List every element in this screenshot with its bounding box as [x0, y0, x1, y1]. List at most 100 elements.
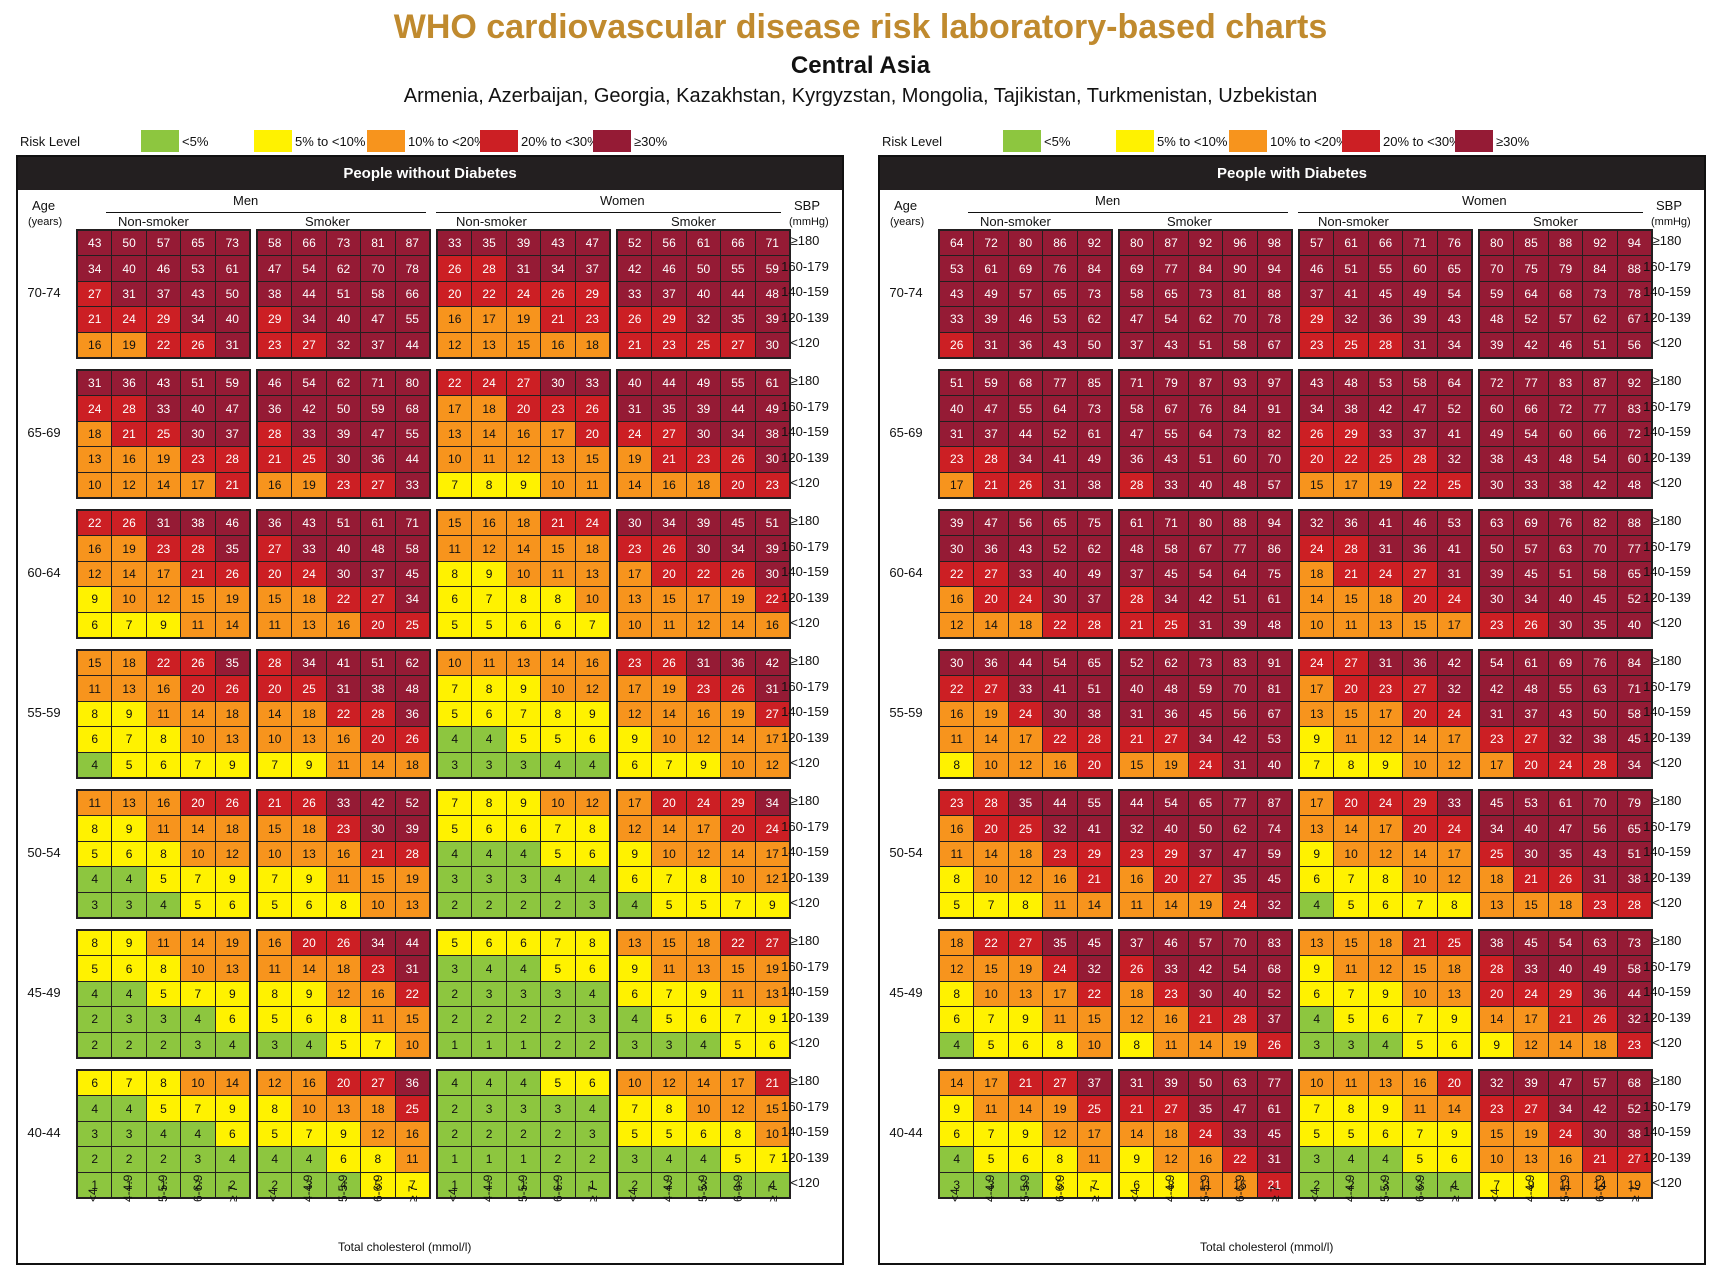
risk-cell: 48	[1120, 536, 1154, 561]
risk-cell: 44	[395, 447, 429, 472]
risk-cell: 15	[755, 1096, 789, 1121]
risk-cell: 44	[395, 332, 429, 357]
risk-cell: 80	[1120, 231, 1154, 256]
risk-cell: 71	[1403, 231, 1437, 256]
risk-cell: 21	[1077, 867, 1111, 892]
risk-cell: 4	[506, 1071, 541, 1096]
risk-cell: 16	[940, 816, 974, 841]
risk-grid: 80 87 92 96 98 69 77 84 90 94 58 65 73 81 88 47 54 62 70 78…	[1118, 229, 1293, 359]
risk-cell: 20	[1077, 752, 1111, 777]
risk-cell: 1	[506, 1172, 541, 1197]
risk-cell: 18	[1583, 1032, 1617, 1057]
legend-swatch	[1116, 130, 1154, 152]
age-group-label: 45-49	[889, 985, 923, 1000]
risk-cell: 45	[1617, 727, 1651, 752]
smoker-header: Smoker	[305, 214, 350, 229]
risk-cell: 54	[292, 371, 326, 396]
smoker-header: Smoker	[1167, 214, 1212, 229]
risk-cell: 47	[1120, 421, 1154, 447]
risk-cell: 25	[1437, 931, 1471, 956]
cholesterol-tick-label: 6-6.9	[730, 1174, 745, 1202]
risk-cell: 8	[506, 587, 541, 612]
x-axis-title: Total cholesterol (mmol/l)	[1200, 1240, 1334, 1254]
risk-cell: 9	[472, 561, 506, 587]
risk-cell: 41	[1368, 511, 1403, 536]
risk-cell: 34	[755, 791, 789, 816]
risk-cell: 21	[541, 307, 575, 332]
risk-cell: 16	[146, 791, 181, 816]
risk-cell: 36	[395, 701, 429, 727]
risk-cell: 40	[1617, 612, 1651, 637]
risk-cell: 9	[1480, 1032, 1514, 1057]
risk-cell: 98	[1257, 231, 1291, 256]
risk-cell: 52	[618, 231, 652, 256]
risk-cell: 10	[1077, 1032, 1111, 1057]
risk-cell: 57	[1548, 307, 1583, 332]
risk-cell: 64	[1223, 561, 1257, 587]
risk-cell: 12	[146, 587, 181, 612]
risk-cell: 29	[1154, 841, 1188, 867]
risk-cell: 28	[1077, 612, 1111, 637]
risk-cell: 27	[1334, 651, 1368, 676]
risk-cell: 12	[1120, 1007, 1154, 1032]
risk-cell: 75	[1514, 256, 1548, 281]
risk-cell: 21	[974, 472, 1008, 497]
risk-cell: 9	[215, 1096, 249, 1121]
risk-cell: 30	[1583, 1121, 1617, 1147]
risk-cell: 22	[472, 281, 506, 307]
risk-cell: 71	[1617, 676, 1651, 701]
risk-cell: 54	[1437, 281, 1471, 307]
risk-cell: 30	[1514, 841, 1548, 867]
risk-cell: 82	[1257, 421, 1291, 447]
risk-cell: 6	[1008, 1147, 1043, 1172]
risk-cell: 47	[974, 396, 1008, 421]
risk-cell: 16	[326, 841, 361, 867]
risk-cell: 76	[1043, 256, 1077, 281]
risk-cell: 27	[1403, 676, 1437, 701]
risk-cell: 15	[1334, 701, 1368, 727]
risk-cell: 12	[361, 1121, 395, 1147]
risk-cell: 12	[940, 612, 974, 637]
risk-cell: 49	[686, 371, 721, 396]
risk-cell: 24	[472, 371, 506, 396]
risk-cell: 17	[1437, 612, 1471, 637]
risk-cell: 43	[1300, 371, 1334, 396]
risk-cell: 79	[1617, 791, 1651, 816]
risk-cell: 31	[1120, 701, 1154, 727]
risk-cell: 66	[1368, 231, 1403, 256]
risk-cell: 57	[1514, 536, 1548, 561]
risk-cell: 77	[1043, 371, 1077, 396]
risk-cell: 41	[1077, 816, 1111, 841]
risk-cell: 37	[1077, 587, 1111, 612]
risk-cell: 31	[1480, 701, 1514, 727]
risk-cell: 39	[506, 231, 541, 256]
risk-cell: 10	[652, 841, 686, 867]
risk-cell: 53	[940, 256, 974, 281]
risk-cell: 12	[1437, 867, 1471, 892]
risk-cell: 40	[1548, 956, 1583, 981]
risk-grid: 10 12 14 17 21 7 8 10 12 15 5 5 6 8 10 3 4 4 5 7 2 2 3 4 4	[616, 1069, 791, 1199]
non-smoker-header: Non-smoker	[456, 214, 527, 229]
risk-grid: 32 36 41 46 53 24 28 31 36 41 18 21 24 27 31 14 15 18 20 24…	[1298, 509, 1473, 639]
risk-cell: 11	[652, 956, 686, 981]
risk-cell: 26	[1548, 867, 1583, 892]
risk-cell: 37	[361, 332, 395, 357]
risk-cell: 38	[1583, 727, 1617, 752]
sbp-level-label: <120	[1652, 1175, 1682, 1190]
risk-cell: 7	[721, 1007, 755, 1032]
risk-cell: 70	[361, 256, 395, 281]
risk-cell: 10	[1300, 612, 1334, 637]
risk-cell: 21	[258, 447, 292, 472]
sbp-level-label: 120-139	[1643, 309, 1691, 325]
risk-cell: 71	[755, 231, 789, 256]
risk-cell: 38	[361, 676, 395, 701]
sbp-level-label: 140-159	[1643, 284, 1691, 299]
risk-cell: 32	[1120, 816, 1154, 841]
risk-cell: 5	[1403, 1147, 1437, 1172]
risk-cell: 8	[146, 727, 181, 752]
risk-grid: 12 16 20 27 36 8 10 13 18 25 5 7 9 12 16 4 4 6 8 11 2 3 4 5 7	[256, 1069, 431, 1199]
risk-cell: 42	[1514, 332, 1548, 357]
risk-cell: 16	[940, 587, 974, 612]
risk-cell: 27	[755, 701, 789, 727]
risk-cell: 24	[1548, 1121, 1583, 1147]
